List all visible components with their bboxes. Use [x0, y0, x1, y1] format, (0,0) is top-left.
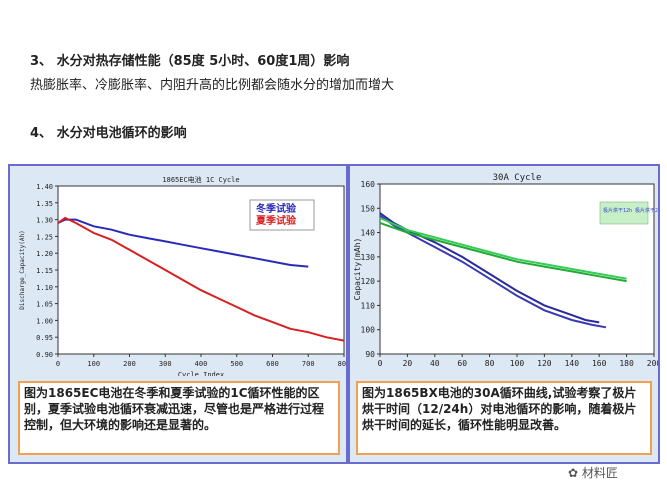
- y-tick-label: 1.40: [36, 183, 53, 191]
- y-tick-label: 130: [361, 253, 376, 262]
- wechat-icon: ✿: [568, 466, 579, 480]
- x-tick-label: 200: [647, 359, 658, 368]
- y-tick-label: 140: [361, 229, 376, 238]
- right-caption: 图为1865BX电池的30A循环曲线,试验考察了极片烘干时间（12/24h）对电…: [356, 381, 652, 455]
- x-tick-label: 160: [592, 359, 607, 368]
- y-tick-label: 1.20: [36, 250, 53, 258]
- y-tick-label: 0.95: [36, 334, 53, 342]
- x-tick-label: 400: [195, 360, 208, 368]
- y-tick-label: 1.25: [36, 233, 53, 241]
- section3-title: 3、 水分对热存储性能（85度 5小时、60度1周）影响: [30, 54, 350, 69]
- y-tick-label: 1.00: [36, 317, 53, 325]
- section3-desc: 热膨胀率、冷膨胀率、内阻升高的比例都会随水分的增加而增大: [30, 78, 395, 93]
- x-tick-label: 100: [510, 359, 525, 368]
- x-tick-label: 800: [338, 360, 346, 368]
- x-axis-label: Cycle_Index: [178, 371, 224, 376]
- legend-box: [599, 201, 649, 225]
- x-tick-label: 600: [266, 360, 279, 368]
- y-tick-label: 0.90: [36, 351, 53, 359]
- y-tick-label: 1.10: [36, 284, 53, 292]
- y-tick-label: 1.05: [36, 301, 53, 309]
- y-tick-label: 1.30: [36, 217, 53, 225]
- y-tick-label: 120: [361, 277, 376, 286]
- x-tick-label: 20: [403, 359, 413, 368]
- left-chart-panel: 0 100 200 300 400 500 600 700 800 0.90 0.95 1.00 1.0…: [8, 164, 350, 464]
- y-tick-label: 1.35: [36, 200, 53, 208]
- right-chart: 0 20 40 60 80 100 120 140 160 180 200 90 100 110 120 13…: [353, 173, 664, 368]
- y-tick-label: 150: [361, 204, 376, 213]
- x-tick-label: 120: [537, 359, 552, 368]
- watermark: ✿ 材料匠: [568, 464, 618, 481]
- chart-title: 1865EC电池 1C Cycle: [162, 175, 239, 184]
- x-tick-label: 0: [56, 360, 60, 368]
- y-axis-label: Capacity(mAh): [353, 238, 362, 301]
- x-tick-label: 40: [430, 359, 440, 368]
- y-tick-label: 1.15: [36, 267, 53, 275]
- y-axis-label: Discharge_Capacity(Ah): [19, 230, 26, 309]
- x-tick-label: 100: [87, 360, 100, 368]
- x-tick-label: 500: [230, 360, 243, 368]
- x-tick-label: 300: [159, 360, 172, 368]
- y-tick-label: 100: [361, 326, 376, 335]
- watermark-text: 材料匠: [581, 466, 618, 480]
- legend-entry-0: 冬季试验: [256, 202, 297, 215]
- x-tick-label: 80: [485, 359, 495, 368]
- legend-entry-1: 夏季试验: [255, 214, 297, 227]
- y-tick-label: 160: [361, 180, 376, 189]
- series-line-0: [57, 218, 309, 268]
- y-tick-label: 90: [365, 350, 375, 359]
- legend-box: [249, 199, 315, 231]
- left-caption: 图为1865EC电池在冬季和夏季试验的1C循环性能的区别，夏季试验电池循环衰减迅…: [18, 381, 340, 455]
- x-tick-label: 700: [302, 360, 315, 368]
- right-chart-panel: 0 20 40 60 80 100 120 140 160 180 200 90 100 110 120 13…: [348, 164, 664, 464]
- x-tick-label: 140: [565, 359, 580, 368]
- series-line-1: [57, 216, 345, 342]
- chart-title: 30A Cycle: [493, 173, 542, 183]
- section4-title: 4、 水分对电池循环的影响: [30, 126, 187, 141]
- series-line-3: [379, 221, 627, 283]
- x-tick-label: 0: [378, 359, 383, 368]
- x-tick-label: 180: [619, 359, 634, 368]
- y-tick-label: 110: [361, 301, 376, 310]
- left-chart: 0 100 200 300 400 500 600 700 800 0.90 0.95 1.00 1.0…: [19, 175, 350, 379]
- x-tick-label: 200: [123, 360, 136, 368]
- legend-text: 极片烘干12h 极片烘干24h: [603, 207, 658, 214]
- series-line-2: [379, 217, 627, 280]
- x-tick-label: 60: [457, 359, 467, 368]
